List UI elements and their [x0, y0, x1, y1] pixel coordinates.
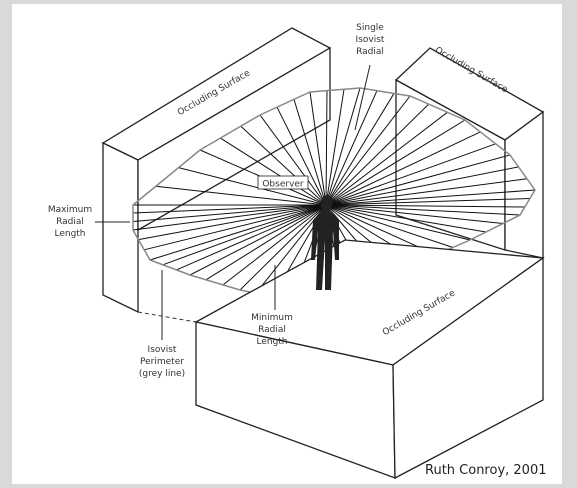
- radial: [325, 166, 519, 206]
- radial: [205, 204, 327, 281]
- radial: [240, 125, 327, 206]
- radial: [325, 198, 530, 206]
- label: Minimum: [251, 313, 293, 323]
- label: Length: [256, 337, 287, 347]
- radial: [325, 90, 328, 206]
- isovist-perimeter: [132, 87, 536, 301]
- radial: [176, 204, 327, 271]
- radial: [325, 93, 395, 206]
- radial: [325, 204, 521, 216]
- label: (grey line): [139, 369, 185, 379]
- radial: [325, 89, 345, 206]
- credit: Ruth Conroy, 2001: [425, 463, 546, 478]
- radial: [149, 204, 327, 261]
- label: Radial: [56, 217, 84, 227]
- radial: [293, 99, 327, 206]
- radial: [220, 137, 327, 206]
- floor-edge: [137, 311, 197, 323]
- radial: [325, 131, 481, 206]
- label: Radial: [356, 47, 384, 57]
- observer-box: [257, 175, 309, 190]
- radial: [132, 204, 327, 231]
- label: Radial: [258, 325, 286, 335]
- observer-figure: [311, 195, 339, 290]
- radial: [325, 204, 504, 224]
- label: Single: [356, 23, 384, 33]
- multiline-labels: Single Isovist Radial Maximum Radial Length Mi…: [48, 23, 385, 379]
- radial: [325, 189, 536, 206]
- radial: [178, 167, 327, 206]
- radial: [309, 91, 327, 206]
- radial: [325, 178, 528, 206]
- radial: [239, 204, 327, 291]
- radial: [189, 204, 327, 276]
- radial: [325, 204, 471, 241]
- radial: [138, 204, 327, 241]
- radial: [325, 87, 361, 206]
- block-side: [392, 256, 544, 480]
- radial: [155, 185, 327, 206]
- radial: [222, 204, 327, 286]
- radial: [325, 204, 454, 248]
- radial: [325, 111, 448, 206]
- radial: [162, 204, 327, 266]
- label: Perimeter: [140, 357, 184, 367]
- radial: [325, 119, 466, 206]
- radial: [325, 154, 511, 206]
- label: Maximum: [48, 205, 92, 215]
- radial: [325, 103, 430, 206]
- radial: [276, 106, 327, 206]
- radial: [325, 90, 378, 206]
- radial: [132, 204, 327, 222]
- label: Isovist: [356, 35, 385, 45]
- pointer: [354, 64, 371, 131]
- radial: [325, 204, 487, 233]
- radial: [144, 204, 327, 251]
- radial: [325, 204, 525, 208]
- label: Observer: [262, 180, 304, 190]
- radial: [132, 204, 327, 214]
- floor-edge: [395, 214, 506, 251]
- radial: [325, 95, 411, 206]
- radial: [325, 143, 496, 206]
- radial: [259, 114, 327, 206]
- label: Isovist: [148, 345, 177, 355]
- wall-side: [137, 46, 331, 232]
- label: Length: [54, 229, 85, 239]
